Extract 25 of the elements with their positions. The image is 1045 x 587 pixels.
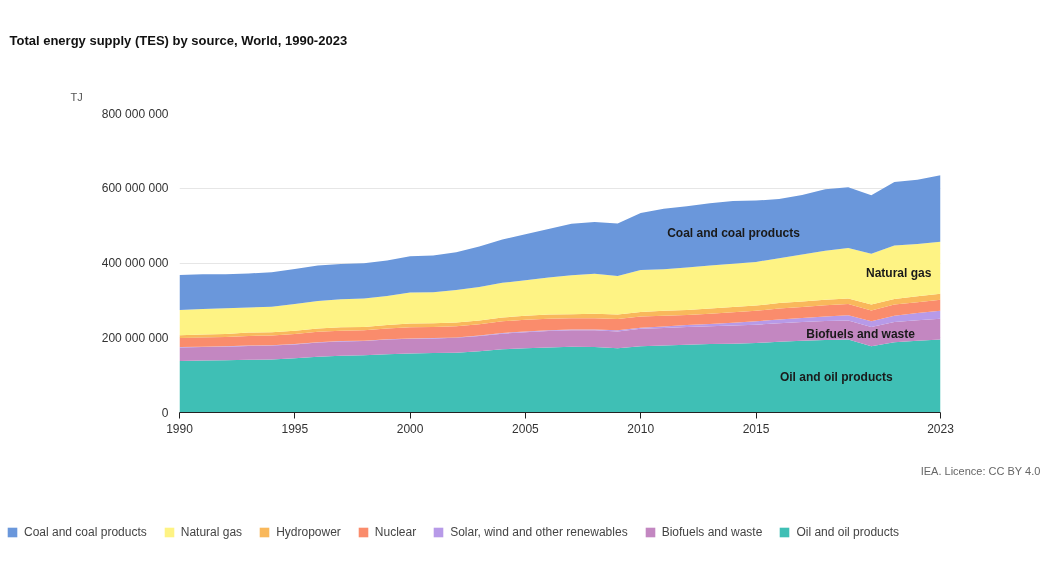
annotation: Biofuels and waste [806, 327, 916, 342]
legend-label: Solar, wind and other renewables [450, 525, 628, 539]
legend-label: Hydropower [276, 525, 341, 539]
x-tick-label: 1990 [166, 421, 194, 436]
x-tick-label: 2023 [927, 421, 955, 436]
x-tick-label: 2000 [396, 421, 424, 436]
legend-label: Coal and coal products [24, 525, 147, 539]
annotation: Coal and coal products [667, 226, 801, 241]
legend-label: Natural gas [180, 525, 243, 539]
y-tick-label: 0 [161, 405, 169, 420]
text: IEA. Licence: CC BY 4.0 [920, 465, 1041, 477]
y-tick-label: 200 000 000 [101, 330, 169, 345]
legend-label: Nuclear [374, 525, 417, 539]
x-tick-label: 2010 [627, 421, 655, 436]
x-tick-label: 1995 [281, 421, 309, 436]
y-tick-label: 600 000 000 [101, 181, 169, 196]
legend-label: Biofuels and waste [661, 525, 763, 539]
chart-title: Total energy supply (TES) by source, World, 1990-2023 [9, 32, 348, 48]
x-tick-label: 2015 [742, 421, 770, 436]
x-tick-label: 2005 [512, 421, 540, 436]
annotation: Natural gas [865, 265, 932, 280]
y-axis-title: TJ [70, 90, 83, 103]
y-tick-label: 400 000 000 [101, 256, 169, 270]
legend-label: Oil and oil products [796, 525, 900, 539]
y-tick-label: 800 000 000 [101, 106, 169, 121]
